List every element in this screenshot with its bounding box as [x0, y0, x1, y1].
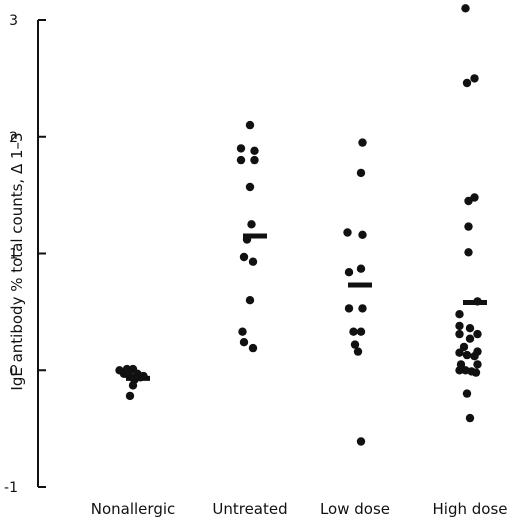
data-point [128, 381, 138, 390]
data-point [462, 389, 472, 398]
data-point [356, 327, 366, 336]
category-label: Nonallergic [91, 500, 176, 518]
data-point [236, 155, 246, 165]
data-point [473, 329, 482, 339]
data-point [461, 4, 470, 13]
y-tick-label: -1 [4, 480, 18, 496]
data-point [470, 193, 479, 202]
data-point [358, 138, 367, 147]
data-point [464, 248, 473, 257]
data-point [344, 268, 354, 277]
data-point [473, 360, 482, 369]
data-point [247, 220, 256, 229]
data-point [356, 437, 366, 446]
y-tick-label: 3 [9, 13, 18, 29]
data-point [248, 343, 258, 353]
data-point [465, 334, 475, 343]
y-tick-label: 0 [9, 363, 18, 379]
data-point [455, 321, 464, 331]
data-point [236, 144, 246, 153]
data-point [238, 327, 247, 336]
data-point [459, 342, 469, 352]
data-point [239, 252, 249, 262]
data-point [344, 304, 354, 313]
data-point [248, 257, 258, 266]
category-label: Untreated [212, 500, 287, 518]
data-point [470, 74, 479, 83]
data-point [462, 350, 472, 360]
y-tick-label: 1 [9, 247, 18, 263]
y-tick-label: 2 [9, 130, 18, 146]
data-point [462, 78, 472, 88]
data-point [356, 168, 366, 178]
data-point [239, 338, 249, 347]
data-point [350, 340, 360, 349]
data-point [250, 146, 259, 155]
data-point [343, 228, 352, 237]
data-point [245, 120, 255, 130]
data-point [358, 230, 367, 239]
data-point [471, 368, 481, 377]
data-point [455, 310, 464, 319]
data-point [250, 155, 259, 165]
data-point [356, 264, 366, 273]
category-label: Low dose [320, 500, 390, 518]
data-point [455, 329, 464, 339]
data-point [349, 327, 358, 336]
data-point [455, 366, 464, 375]
data-point [358, 304, 367, 313]
data-point [353, 347, 363, 356]
data-point [245, 182, 255, 192]
data-point [470, 352, 479, 361]
data-point [245, 296, 255, 305]
data-point [465, 324, 475, 333]
data-point [465, 413, 475, 423]
category-label: High dose [433, 500, 508, 518]
data-point [455, 348, 464, 357]
data-point [125, 391, 135, 401]
data-point [464, 222, 473, 231]
y-axis-label: IgE antibody % total counts, Δ 1–3 [8, 132, 26, 390]
